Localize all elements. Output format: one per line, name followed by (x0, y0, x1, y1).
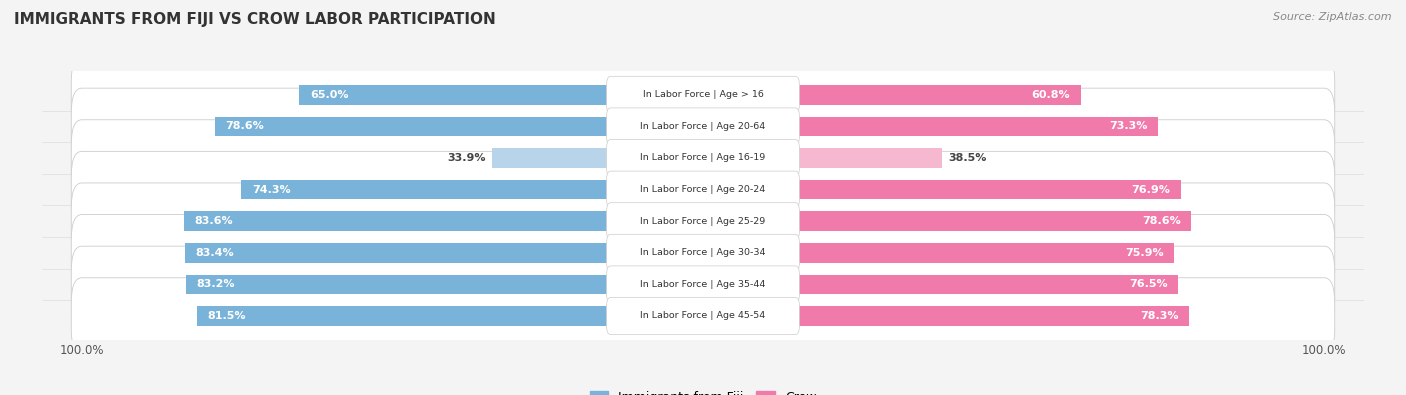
Text: 76.9%: 76.9% (1132, 184, 1170, 195)
FancyBboxPatch shape (72, 278, 1334, 354)
Bar (703, 180, 1181, 199)
Text: In Labor Force | Age > 16: In Labor Force | Age > 16 (643, 90, 763, 99)
FancyBboxPatch shape (606, 297, 800, 335)
FancyBboxPatch shape (606, 139, 800, 177)
Bar (703, 85, 1081, 105)
Text: 83.2%: 83.2% (197, 279, 235, 290)
Bar (242, 180, 703, 199)
Bar (703, 275, 1178, 294)
FancyBboxPatch shape (72, 120, 1334, 196)
Bar (492, 148, 703, 168)
Bar (197, 306, 703, 326)
Bar (703, 148, 942, 168)
Text: 33.9%: 33.9% (447, 153, 486, 163)
FancyBboxPatch shape (72, 56, 1334, 133)
Text: In Labor Force | Age 20-64: In Labor Force | Age 20-64 (640, 122, 766, 131)
Legend: Immigrants from Fiji, Crow: Immigrants from Fiji, Crow (585, 386, 821, 395)
Text: In Labor Force | Age 25-29: In Labor Force | Age 25-29 (640, 217, 766, 226)
Text: 83.4%: 83.4% (195, 248, 235, 258)
Text: In Labor Force | Age 45-54: In Labor Force | Age 45-54 (640, 312, 766, 320)
Bar (703, 306, 1189, 326)
Text: 83.6%: 83.6% (194, 216, 233, 226)
FancyBboxPatch shape (606, 266, 800, 303)
FancyBboxPatch shape (606, 108, 800, 145)
FancyBboxPatch shape (606, 234, 800, 271)
Text: In Labor Force | Age 35-44: In Labor Force | Age 35-44 (640, 280, 766, 289)
Text: 75.9%: 75.9% (1125, 248, 1164, 258)
Text: In Labor Force | Age 20-24: In Labor Force | Age 20-24 (640, 185, 766, 194)
Bar (215, 117, 703, 136)
Text: 78.3%: 78.3% (1140, 311, 1178, 321)
Text: 38.5%: 38.5% (949, 153, 987, 163)
Text: 76.5%: 76.5% (1129, 279, 1167, 290)
FancyBboxPatch shape (72, 246, 1334, 323)
FancyBboxPatch shape (606, 203, 800, 240)
Text: 73.3%: 73.3% (1109, 121, 1147, 132)
Bar (186, 243, 703, 263)
Text: 81.5%: 81.5% (207, 311, 246, 321)
Bar (299, 85, 703, 105)
Bar (703, 117, 1159, 136)
Bar (184, 211, 703, 231)
FancyBboxPatch shape (72, 214, 1334, 291)
Bar (703, 211, 1191, 231)
Text: Source: ZipAtlas.com: Source: ZipAtlas.com (1274, 12, 1392, 22)
FancyBboxPatch shape (606, 171, 800, 208)
Bar (186, 275, 703, 294)
Text: In Labor Force | Age 30-34: In Labor Force | Age 30-34 (640, 248, 766, 257)
Bar (703, 243, 1174, 263)
Text: 78.6%: 78.6% (1142, 216, 1181, 226)
Text: In Labor Force | Age 16-19: In Labor Force | Age 16-19 (640, 154, 766, 162)
FancyBboxPatch shape (72, 183, 1334, 260)
Text: 65.0%: 65.0% (309, 90, 349, 100)
FancyBboxPatch shape (606, 76, 800, 113)
FancyBboxPatch shape (72, 88, 1334, 165)
Text: 60.8%: 60.8% (1032, 90, 1070, 100)
FancyBboxPatch shape (72, 151, 1334, 228)
Text: 78.6%: 78.6% (225, 121, 264, 132)
Text: IMMIGRANTS FROM FIJI VS CROW LABOR PARTICIPATION: IMMIGRANTS FROM FIJI VS CROW LABOR PARTI… (14, 12, 496, 27)
Text: 74.3%: 74.3% (252, 184, 291, 195)
